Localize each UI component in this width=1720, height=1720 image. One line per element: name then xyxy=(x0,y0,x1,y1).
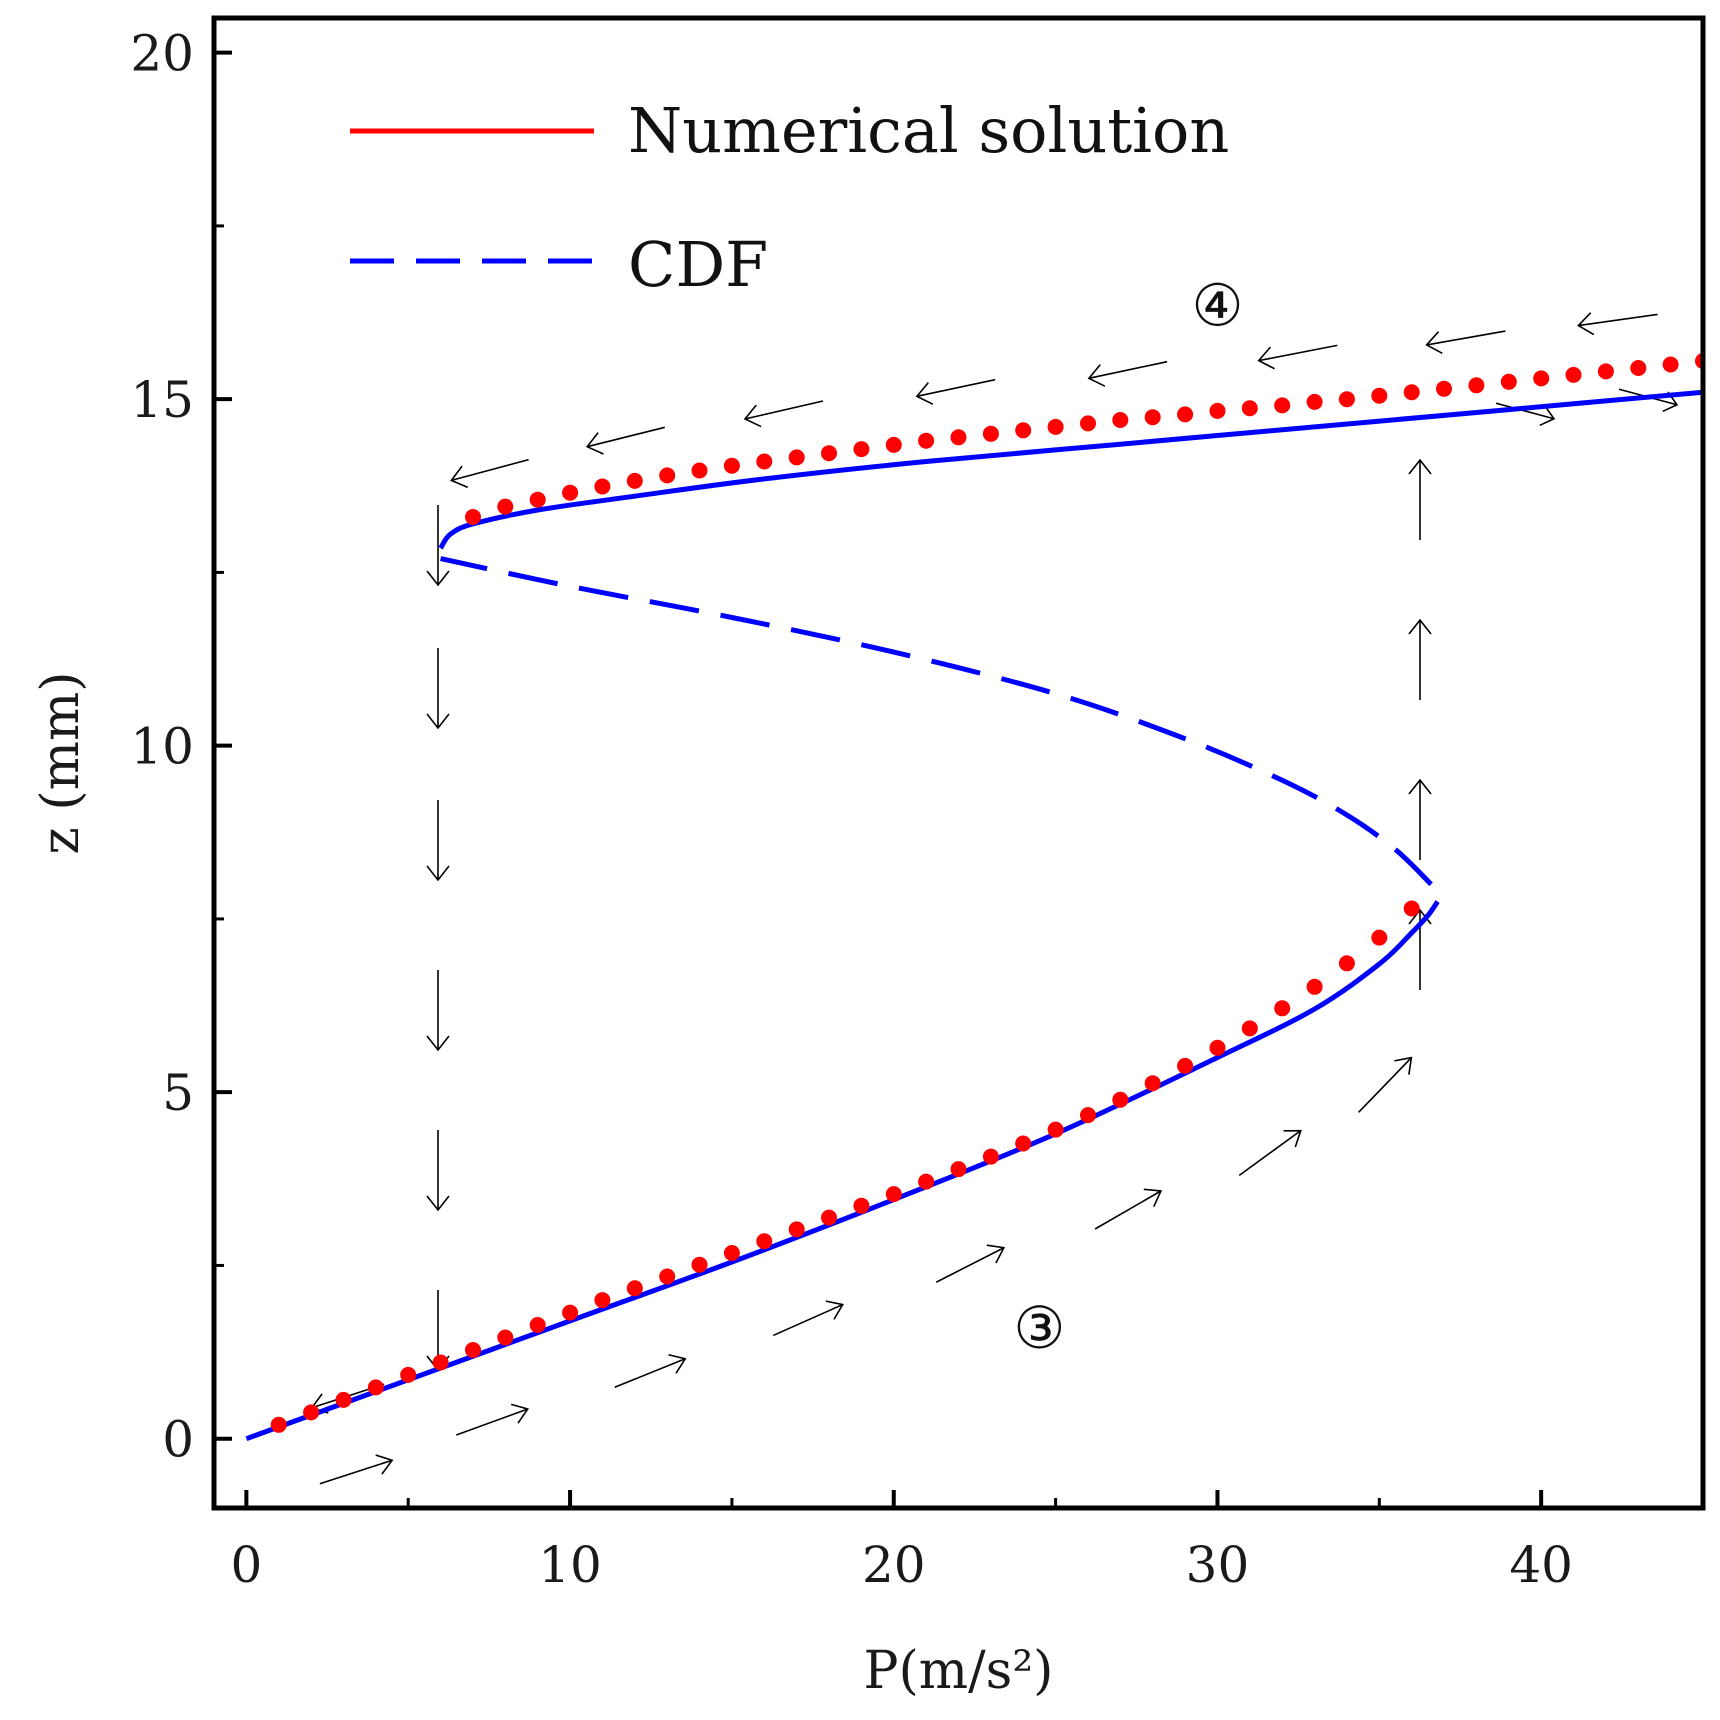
x-tick-label: 20 xyxy=(862,1536,926,1594)
numerical-solution-point xyxy=(1338,391,1355,408)
numerical-solution-point xyxy=(303,1404,320,1421)
numerical-solution-point xyxy=(1047,1121,1064,1138)
y-axis-label: z (mm) xyxy=(31,671,91,854)
numerical-solution-point xyxy=(723,457,740,474)
numerical-solution-point xyxy=(1209,402,1226,419)
numerical-solution-point xyxy=(1241,400,1258,417)
numerical-solution-point xyxy=(1630,360,1647,376)
numerical-solution-point xyxy=(1306,978,1323,995)
numerical-solution-point xyxy=(982,1148,999,1165)
numerical-solution-point xyxy=(1177,406,1194,423)
legend-cdf-label: CDF xyxy=(628,228,768,301)
numerical-solution-point xyxy=(788,1221,805,1238)
y-tick-label: 20 xyxy=(130,25,194,83)
numerical-solution-point xyxy=(885,1186,902,1203)
numerical-solution-point xyxy=(497,498,514,515)
numerical-solution-point xyxy=(1371,929,1388,946)
numerical-solution-point xyxy=(1080,1107,1096,1124)
numerical-solution-point xyxy=(723,1245,740,1261)
cdf-stable-upper-line xyxy=(438,389,1703,550)
numerical-solution-point xyxy=(1500,373,1517,390)
numerical-solution-point xyxy=(788,449,805,466)
numerical-solution-point xyxy=(1565,366,1582,383)
numerical-solution-point xyxy=(691,1256,708,1273)
x-tick-label: 10 xyxy=(538,1536,602,1594)
numerical-solution-point xyxy=(1144,1075,1161,1092)
numerical-solution-point xyxy=(529,491,546,508)
y-tick-label: 15 xyxy=(130,371,194,429)
numerical-solution-point xyxy=(950,429,967,446)
x-tick-label: 30 xyxy=(1186,1536,1250,1594)
numerical-solution-point xyxy=(626,472,643,489)
numerical-solution-point xyxy=(270,1416,287,1433)
x-tick-label: 0 xyxy=(230,1536,262,1594)
numerical-solution-point xyxy=(1177,1057,1194,1074)
numerical-solution-point xyxy=(821,445,837,462)
numerical-solution-point xyxy=(918,432,935,449)
numerical-solution-point xyxy=(1080,415,1096,432)
numerical-solution-point xyxy=(1144,409,1161,426)
numerical-solution-point xyxy=(562,484,579,501)
numerical-solution-point xyxy=(529,1317,546,1333)
numerical-solution-point xyxy=(1403,900,1420,917)
numerical-solution-point xyxy=(1112,412,1129,428)
numerical-solution-point xyxy=(1274,397,1291,414)
y-tick-label: 5 xyxy=(162,1064,194,1122)
legend-numerical-solution-label: Numerical solution xyxy=(628,94,1229,167)
numerical-solution-point xyxy=(853,441,870,458)
numerical-solution-point xyxy=(367,1379,384,1396)
numerical-solution-point xyxy=(594,478,611,495)
numerical-solution-point xyxy=(626,1280,643,1297)
numerical-solution-point xyxy=(821,1209,837,1226)
cdf-stable-lower-line xyxy=(245,900,1440,1442)
numerical-solution-point xyxy=(691,462,708,479)
numerical-solution-point xyxy=(1338,955,1355,972)
numerical-solution-point xyxy=(1306,393,1323,410)
region-label-4: ④ xyxy=(1191,272,1243,340)
numerical-solution-point xyxy=(1274,1000,1291,1017)
plot-frame xyxy=(211,15,1706,1511)
numerical-solution-point xyxy=(497,1329,514,1346)
y-tick-label: 0 xyxy=(162,1411,194,1469)
numerical-solution-point xyxy=(950,1161,967,1178)
numerical-solution-point xyxy=(982,425,999,442)
numerical-solution-point xyxy=(335,1391,352,1408)
numerical-solution-point xyxy=(659,467,676,484)
numerical-solution-point xyxy=(465,509,481,525)
numerical-solution-point xyxy=(1241,1020,1258,1037)
numerical-solution-point xyxy=(885,436,902,453)
numerical-solution-point xyxy=(1662,356,1679,373)
numerical-solution-point xyxy=(1403,384,1420,401)
numerical-solution-point xyxy=(1597,363,1614,380)
y-tick-label: 10 xyxy=(130,718,194,776)
numerical-solution-point xyxy=(400,1366,417,1383)
numerical-solution-point xyxy=(1533,370,1550,387)
numerical-solution-point xyxy=(1468,377,1485,394)
numerical-solution-point xyxy=(432,1354,449,1371)
numerical-solution-point xyxy=(465,1342,481,1358)
x-tick-label: 40 xyxy=(1509,1536,1573,1594)
cdf-unstable-line xyxy=(440,556,1433,887)
numerical-solution-point xyxy=(659,1268,676,1285)
numerical-solution-point xyxy=(1015,1135,1032,1152)
numerical-solution-point xyxy=(1371,387,1388,404)
direction-arrow-field xyxy=(310,312,1679,1485)
numerical-solution-point xyxy=(853,1197,870,1214)
numerical-solution-point xyxy=(562,1304,579,1321)
numerical-solution-point xyxy=(1015,422,1032,439)
region-label-3: ③ xyxy=(1013,1294,1065,1362)
numerical-solution-point xyxy=(756,1233,773,1250)
numerical-solution-point xyxy=(1209,1039,1226,1056)
numerical-solution-point xyxy=(594,1292,611,1309)
numerical-solution-point xyxy=(918,1173,935,1190)
numerical-solution-point xyxy=(1436,380,1452,397)
x-axis-label: P(m/s²) xyxy=(864,1641,1054,1701)
numerical-solution-point xyxy=(756,453,773,470)
numerical-solution-point xyxy=(1112,1091,1129,1108)
numerical-solution-point xyxy=(1047,418,1064,435)
